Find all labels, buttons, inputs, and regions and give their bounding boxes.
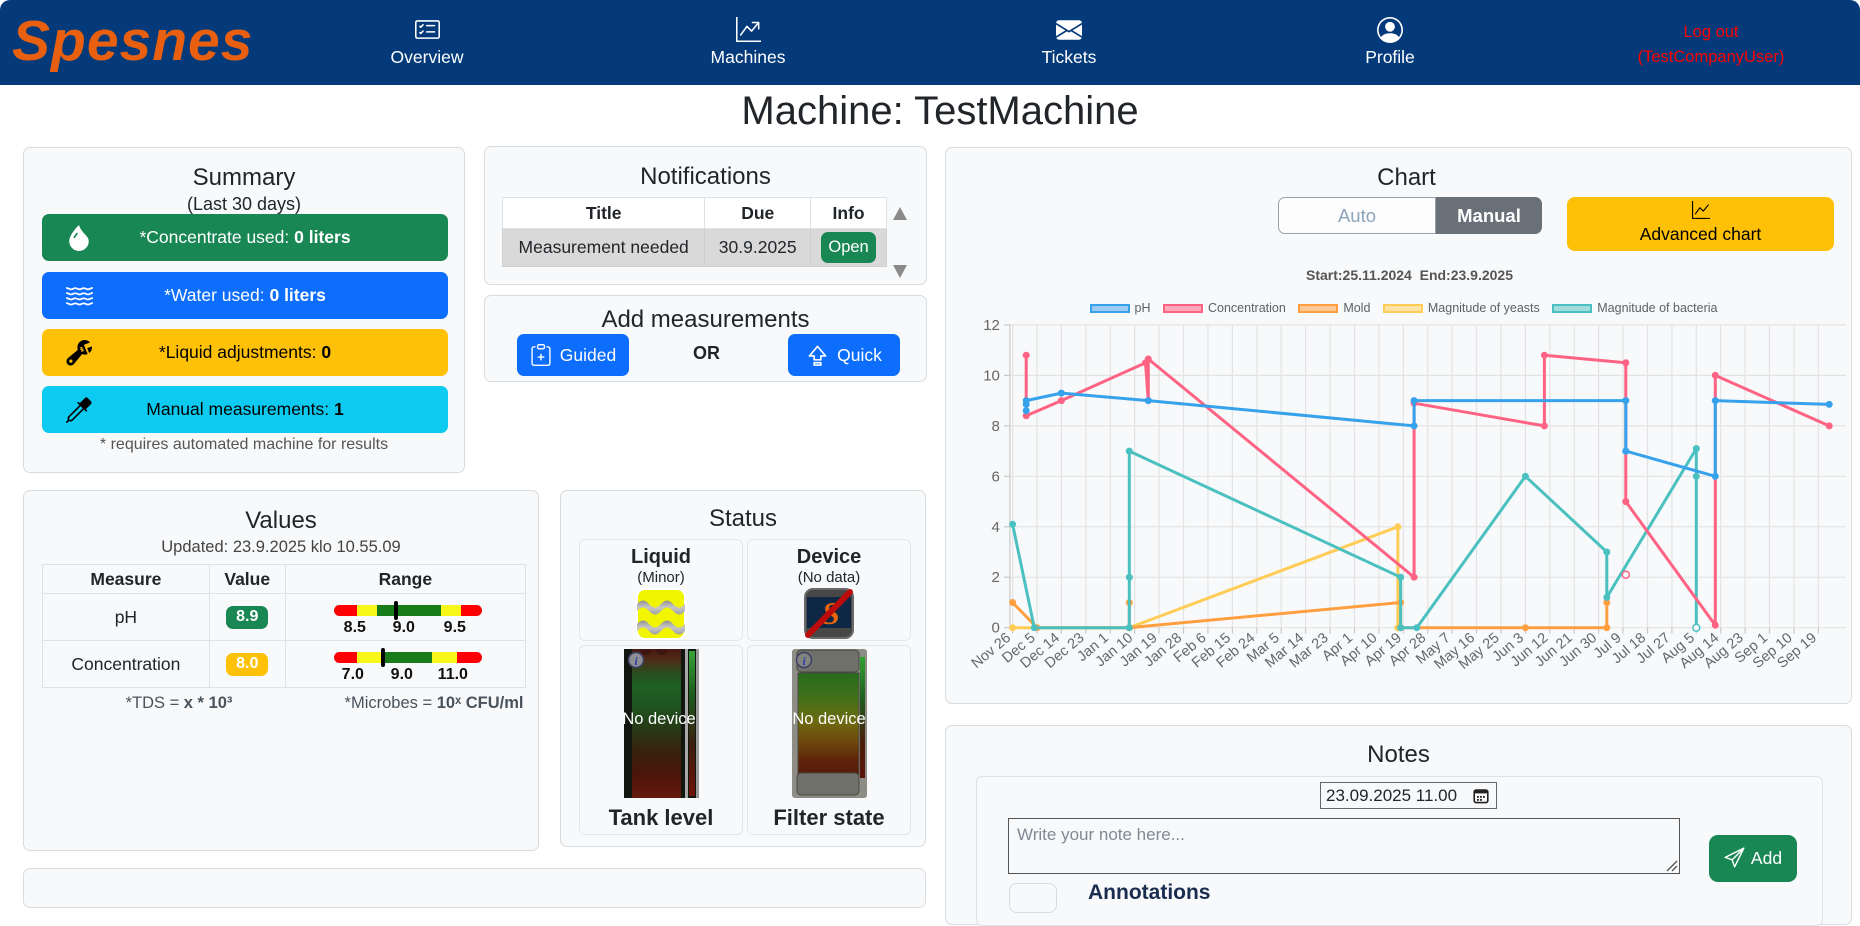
svg-text:i: i xyxy=(634,654,638,668)
svg-text:6: 6 xyxy=(992,468,1000,485)
svg-text:4: 4 xyxy=(992,519,1000,536)
svg-text:10: 10 xyxy=(983,367,1000,384)
svg-text:i: i xyxy=(802,654,806,668)
svg-text:2: 2 xyxy=(992,569,1000,586)
svg-text:No device: No device xyxy=(792,710,865,728)
svg-text:No device: No device xyxy=(624,710,696,728)
svg-text:0: 0 xyxy=(992,620,1000,637)
svg-text:8: 8 xyxy=(992,418,1000,435)
svg-text:12: 12 xyxy=(983,317,1000,334)
